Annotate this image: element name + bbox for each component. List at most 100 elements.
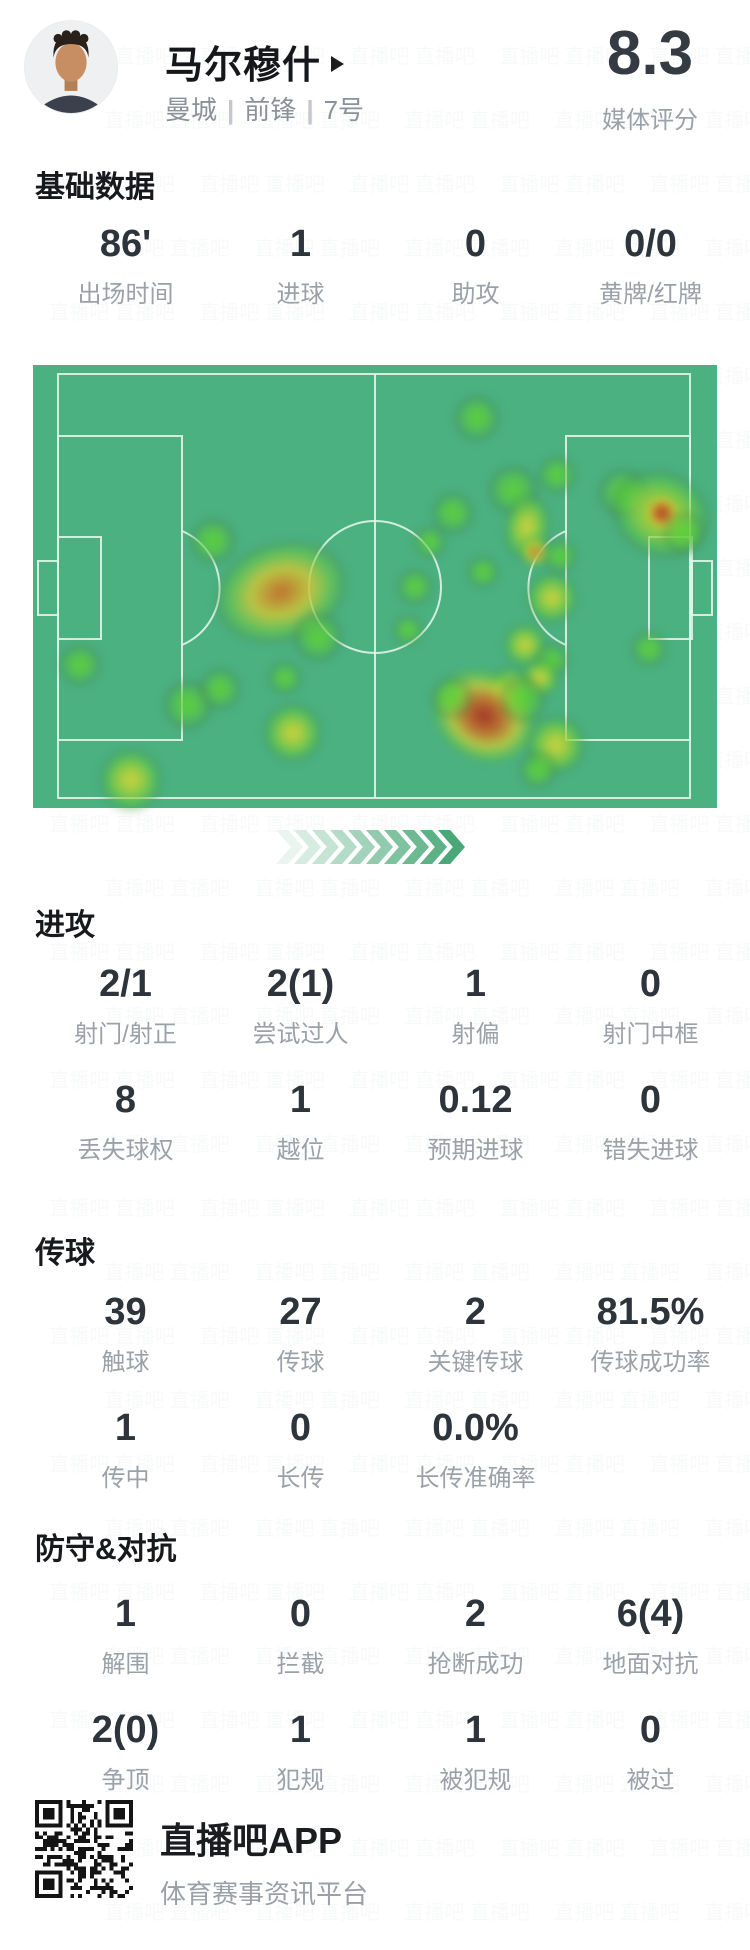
stat-value: 2(0) bbox=[91, 1709, 160, 1751]
watermark-text: 直播吧 直播吧 bbox=[499, 1832, 625, 1861]
stat-label: 进球 bbox=[276, 281, 325, 308]
watermark-text: 直播吧 直播吧 bbox=[704, 1256, 750, 1285]
stat-value: 0 bbox=[289, 1593, 312, 1635]
stat-item: 8 丢失球权 bbox=[38, 1078, 213, 1165]
stat-item: 1 进球 bbox=[213, 222, 388, 309]
stat-label: 长传 bbox=[276, 1465, 325, 1492]
watermark-text: 直播吧 直播吧 bbox=[499, 1192, 625, 1221]
stat-item: 0/0 黄牌/红牌 bbox=[563, 222, 738, 309]
stat-value: 2(1) bbox=[266, 963, 335, 1005]
stat-label: 射门中框 bbox=[602, 1021, 699, 1048]
heat-blob bbox=[466, 555, 500, 589]
qr-code-icon bbox=[35, 1800, 133, 1898]
stat-label: 黄牌/红牌 bbox=[599, 281, 702, 308]
avatar[interactable] bbox=[24, 20, 118, 114]
stat-value: 0 bbox=[639, 1709, 662, 1751]
player-meta: 曼城 | 前锋 | 7号 bbox=[165, 90, 364, 127]
stat-label: 拦截 bbox=[276, 1651, 325, 1678]
heat-blob bbox=[396, 568, 434, 606]
watermark-text: 直播吧 直播吧 bbox=[404, 1256, 530, 1285]
stat-label: 助攻 bbox=[451, 281, 500, 308]
heat-blob bbox=[662, 511, 706, 555]
stat-item: 2(0) 争顶 bbox=[38, 1708, 213, 1795]
player-name-row[interactable]: 马尔穆什 bbox=[165, 34, 345, 89]
watermark-text: 直播吧 直播吧 bbox=[199, 168, 325, 197]
stat-item: 86' 出场时间 bbox=[38, 222, 213, 309]
stat-label: 丢失球权 bbox=[77, 1137, 174, 1164]
stat-value: 0.12 bbox=[438, 1079, 513, 1121]
stat-label: 预期进球 bbox=[427, 1137, 524, 1164]
app-tagline: 体育赛事资讯平台 bbox=[160, 1879, 369, 1909]
stat-value: 2/1 bbox=[99, 963, 152, 1005]
stat-item: 39 触球 bbox=[38, 1290, 213, 1377]
stat-item: 6(4) 地面对抗 bbox=[563, 1592, 738, 1679]
watermark-text: 直播吧 直播吧 bbox=[649, 168, 750, 197]
stat-item: 0.0% 长传准确率 bbox=[388, 1406, 563, 1493]
watermark-text: 直播吧 直播吧 bbox=[554, 872, 680, 901]
stat-value: 27 bbox=[279, 1291, 322, 1333]
stat-item: 2/1 射门/射正 bbox=[38, 962, 213, 1049]
heat-blob bbox=[267, 660, 303, 696]
stat-value: 0 bbox=[639, 1079, 662, 1121]
stat-value: 8 bbox=[114, 1079, 137, 1121]
stat-value: 1 bbox=[289, 223, 312, 265]
watermark-text: 直播吧 直播吧 bbox=[349, 936, 475, 965]
stat-value: 1 bbox=[289, 1709, 312, 1751]
stat-value: 1 bbox=[114, 1593, 137, 1635]
watermark-text: 直播吧 直播吧 bbox=[649, 1192, 750, 1221]
player-number: 7号 bbox=[323, 95, 365, 125]
stat-label: 被过 bbox=[626, 1767, 675, 1794]
watermark-text: 直播吧 直播吧 bbox=[349, 40, 475, 69]
stat-value: 2 bbox=[464, 1593, 487, 1635]
stat-item: 0 被过 bbox=[563, 1708, 738, 1795]
heatmap-pitch bbox=[33, 365, 726, 812]
heat-blob bbox=[99, 748, 163, 812]
stat-label: 传球 bbox=[276, 1349, 325, 1376]
stat-label: 传中 bbox=[101, 1465, 150, 1492]
separator: | bbox=[306, 95, 314, 125]
heat-blob bbox=[526, 572, 578, 624]
stat-value: 0.0% bbox=[432, 1407, 519, 1449]
heat-blob bbox=[392, 614, 424, 646]
watermark-text: 直播吧 直播吧 bbox=[704, 1512, 750, 1541]
stat-value: 1 bbox=[464, 963, 487, 1005]
stat-item: 2 关键传球 bbox=[388, 1290, 563, 1377]
stat-item: 2 抢断成功 bbox=[388, 1592, 563, 1679]
stat-item: 0 助攻 bbox=[388, 222, 563, 309]
section-title: 传球 bbox=[35, 1237, 95, 1270]
stat-row: 1 传中 0 长传 0.0% 长传准确率 bbox=[0, 1406, 750, 1493]
stat-row: 86' 出场时间 1 进球 0 助攻 0/0 黄牌/红牌 bbox=[0, 222, 750, 309]
watermark-text: 直播吧 直播吧 bbox=[254, 872, 380, 901]
watermark-text: 直播吧 直播吧 bbox=[104, 1256, 230, 1285]
heatmap-blobs bbox=[33, 365, 726, 812]
stat-label: 长传准确率 bbox=[415, 1465, 536, 1492]
stat-label: 关键传球 bbox=[427, 1349, 524, 1376]
stat-value: 6(4) bbox=[616, 1593, 685, 1635]
stat-value: 1 bbox=[114, 1407, 137, 1449]
player-photo-icon bbox=[25, 21, 117, 113]
stat-label: 错失进球 bbox=[602, 1137, 699, 1164]
stat-item: 27 传球 bbox=[213, 1290, 388, 1377]
stat-item: 0.12 预期进球 bbox=[388, 1078, 563, 1165]
heat-blob bbox=[518, 750, 558, 790]
stat-value: 2 bbox=[464, 1291, 487, 1333]
stat-value: 0 bbox=[289, 1407, 312, 1449]
heat-blob bbox=[537, 455, 577, 495]
stat-label: 射偏 bbox=[451, 1021, 500, 1048]
stat-label: 解围 bbox=[101, 1651, 150, 1678]
stat-item: 1 越位 bbox=[213, 1078, 388, 1165]
stat-label: 尝试过人 bbox=[252, 1021, 349, 1048]
heat-blob bbox=[292, 611, 344, 663]
watermark-text: 直播吧 直播吧 bbox=[404, 872, 530, 901]
watermark-text: 直播吧 直播吧 bbox=[554, 1896, 680, 1925]
team-name: 曼城 bbox=[165, 95, 218, 125]
watermark-text: 直播吧 直播吧 bbox=[254, 1512, 380, 1541]
stat-item: 81.5% 传球成功率 bbox=[563, 1290, 738, 1377]
stat-item: 0 射门中框 bbox=[563, 962, 738, 1049]
watermark-text: 直播吧 直播吧 bbox=[349, 168, 475, 197]
heat-blob bbox=[189, 517, 237, 565]
stat-value: 86' bbox=[99, 223, 152, 265]
watermark-text: 直播吧 直播吧 bbox=[254, 1256, 380, 1285]
stat-label: 触球 bbox=[101, 1349, 150, 1376]
watermark-text: 直播吧 直播吧 bbox=[349, 1832, 475, 1861]
